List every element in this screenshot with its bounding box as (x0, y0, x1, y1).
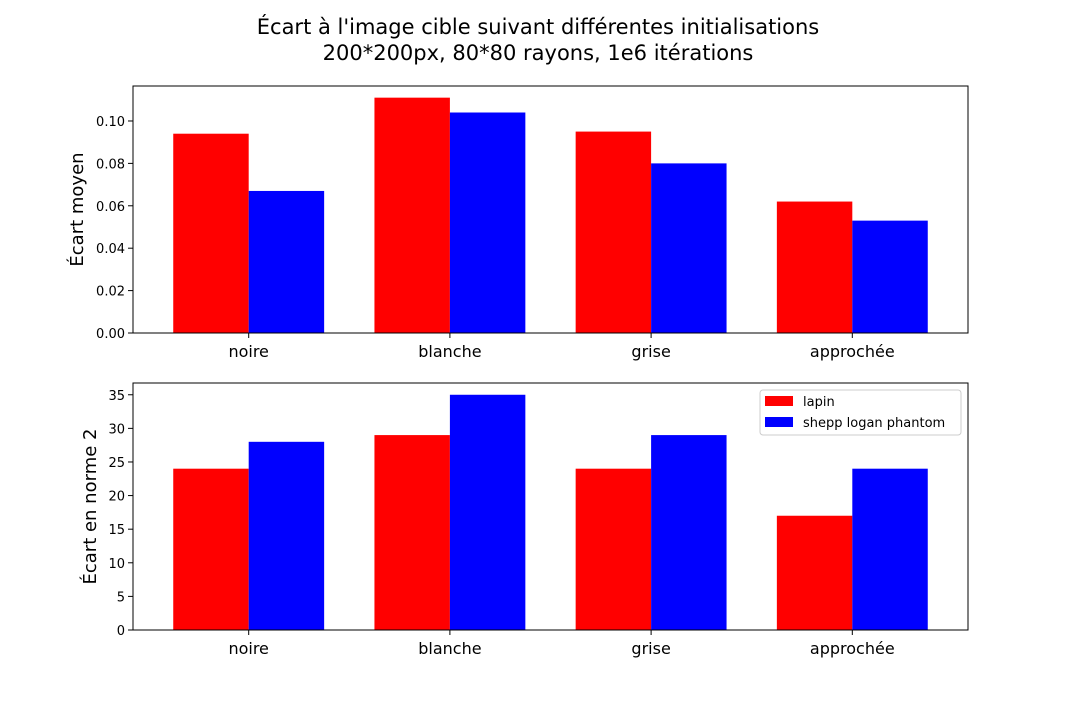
bar-shepp-logan-phantom-noire (248, 190, 325, 333)
bottom-chart: 0 5 10 15 20 25 30 35 noire blanche grise approchée… (79, 382, 969, 658)
bar-shepp-logan-phantom-blanche (449, 394, 526, 630)
legend-label-lapin: lapin (803, 395, 835, 410)
legend-swatch-shepp-logan-phantom (765, 417, 793, 427)
y-tick-label: 5 (117, 590, 125, 605)
y-tick-label: 10 (108, 557, 125, 572)
y-tick-label: 30 (108, 422, 125, 437)
x-tick-label: grise (631, 639, 670, 658)
y-tick-label: 20 (108, 490, 125, 505)
legend-label-shepp-logan-phantom: shepp logan phantom (803, 416, 945, 431)
figure-title-line2: 200*200px, 80*80 rayons, 1e6 itérations (323, 41, 754, 65)
bar-lapin-approchée (776, 515, 853, 630)
bar-lapin-blanche (374, 97, 450, 333)
x-tick-label: grise (631, 342, 670, 361)
y-tick-label: 0.08 (96, 157, 125, 172)
x-tick-label: approchée (810, 342, 895, 361)
y-tick-label: 0.06 (96, 200, 125, 215)
y-tick-label: 35 (108, 389, 125, 404)
bar-shepp-logan-phantom-approchée (852, 468, 928, 630)
x-tick-label: noire (228, 342, 268, 361)
bar-lapin-grise (575, 468, 652, 630)
bar-shepp-logan-phantom-noire (248, 441, 325, 630)
y-tick-label: 25 (108, 456, 125, 471)
bar-lapin-noire (173, 133, 249, 333)
y-tick-label: 0.04 (96, 242, 125, 257)
legend: lapin shepp logan phantom (759, 389, 962, 436)
axes-frame (132, 85, 969, 334)
x-tick-label: blanche (418, 342, 481, 361)
figure-title-line1: Écart à l'image cible suivant différente… (257, 14, 820, 39)
bar-lapin-blanche (374, 435, 450, 630)
bar-shepp-logan-phantom-approchée (852, 220, 928, 333)
bar-lapin-grise (575, 131, 652, 333)
y-tick-label: 0.00 (96, 327, 125, 342)
x-tick-label: blanche (418, 639, 481, 658)
bar-shepp-logan-phantom-grise (651, 435, 727, 630)
x-tick-label: noire (228, 639, 268, 658)
bar-shepp-logan-phantom-grise (651, 163, 727, 333)
y-tick-label: 0.02 (96, 285, 125, 300)
x-tick-label: approchée (810, 639, 895, 658)
legend-swatch-lapin (765, 396, 793, 406)
axes-frame (132, 382, 969, 631)
y-axis-label: Écart moyen (66, 152, 88, 266)
y-axis-label: Écart en norme 2 (79, 429, 101, 585)
y-tick-label: 15 (108, 523, 125, 538)
y-tick-label: 0.10 (96, 115, 125, 130)
legend-box (759, 389, 962, 436)
top-chart: 0.00 0.02 0.04 0.06 0.08 0.10 noire blanche gris… (66, 85, 969, 361)
bar-shepp-logan-phantom-blanche (449, 112, 526, 334)
y-tick-label: 0 (117, 624, 125, 639)
bar-lapin-noire (173, 468, 249, 630)
bar-lapin-approchée (776, 201, 853, 333)
